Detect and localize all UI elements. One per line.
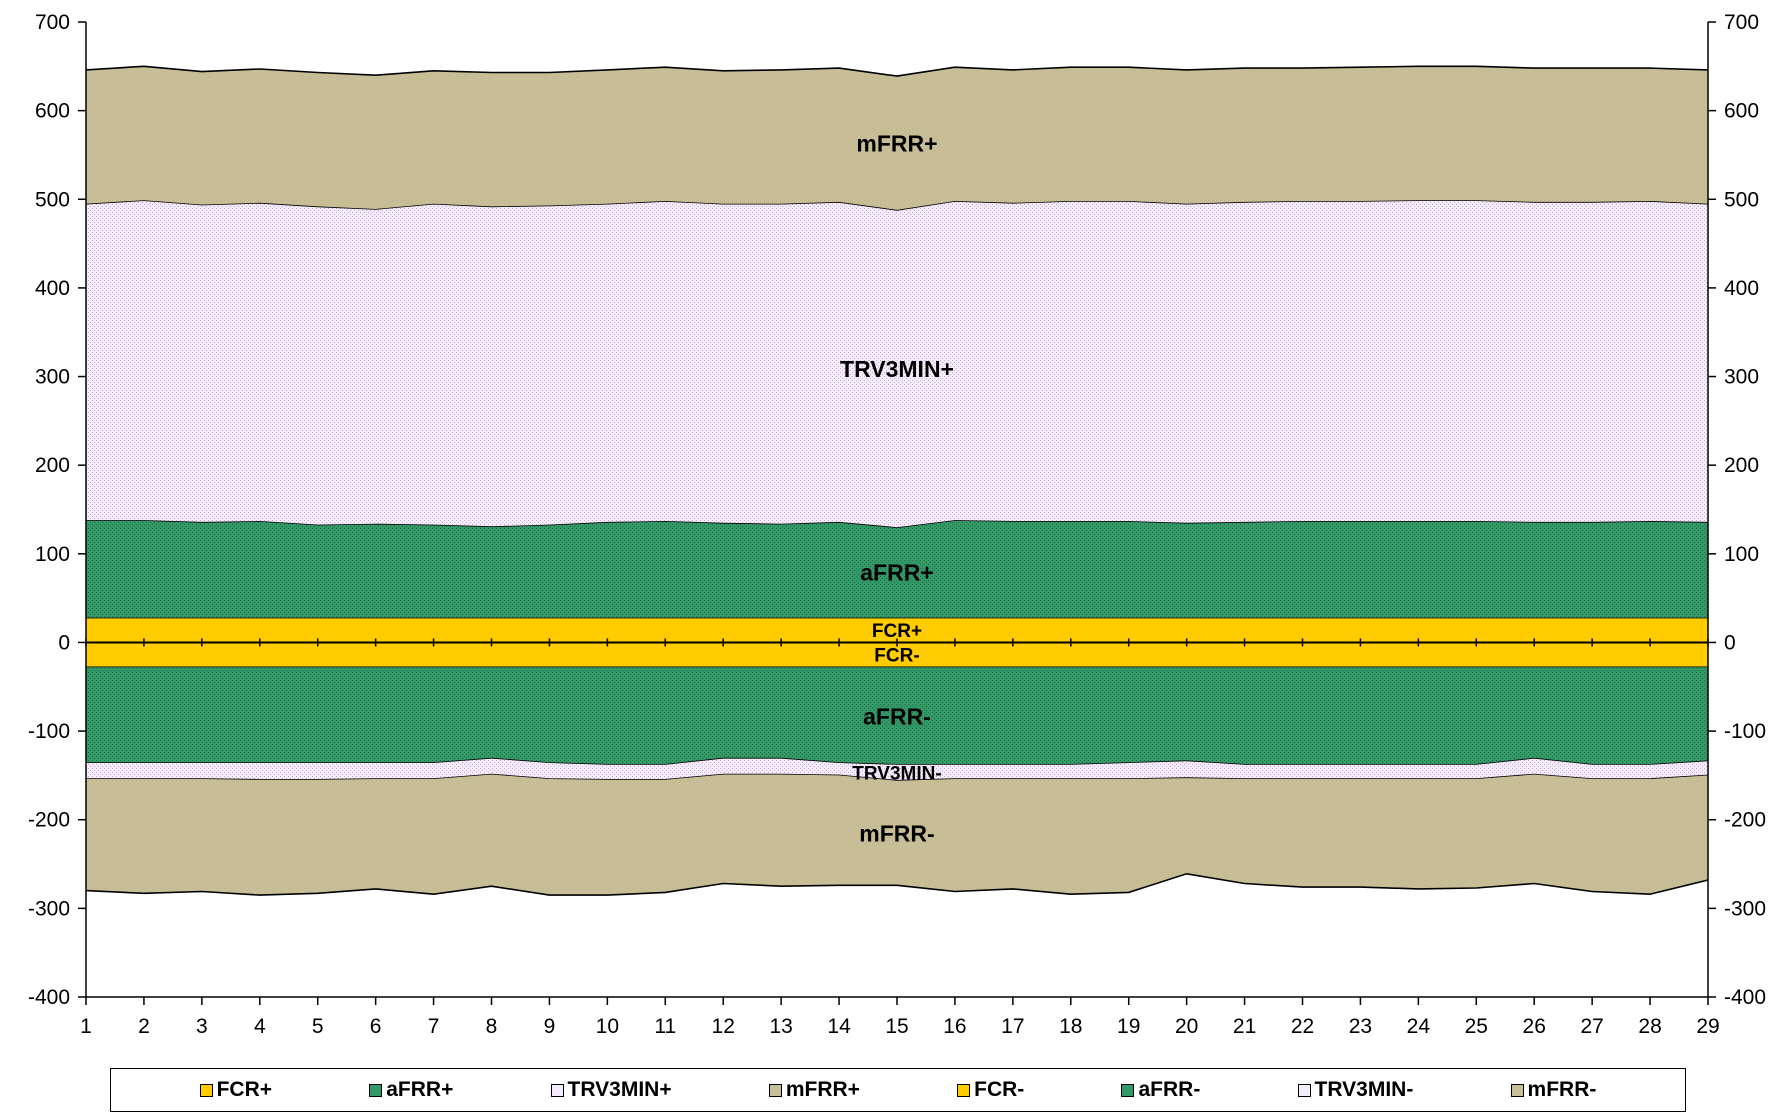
- legend: FCR+ aFRR+ TRV3MIN+ mFRR+ FCR-aFRR- TRV3MIN-m…: [110, 1068, 1686, 1112]
- legend-item: FCR+: [199, 1078, 273, 1102]
- y-tick-label-left: -400: [28, 986, 70, 1009]
- y-tick-label-left: 600: [35, 100, 70, 123]
- legend-swatch: [1121, 1083, 1135, 1097]
- y-tick-label-right: 100: [1724, 543, 1759, 566]
- x-tick-label: 19: [1117, 1015, 1140, 1038]
- area-trv3min-plus: [86, 200, 1708, 528]
- y-tick-label-right: 0: [1724, 631, 1736, 654]
- x-tick-label: 15: [885, 1015, 908, 1038]
- band-label: FCR-: [874, 646, 919, 667]
- x-tick-label: 25: [1465, 1015, 1488, 1038]
- legend-swatch: [550, 1083, 564, 1097]
- legend-label: aFRR-: [1138, 1078, 1201, 1101]
- y-tick-label-left: 0: [58, 631, 70, 654]
- legend-label: TRV3MIN+: [567, 1078, 672, 1101]
- y-tick-label-left: 300: [35, 366, 70, 389]
- x-tick-label: 8: [486, 1015, 498, 1038]
- area-afrr-minus: [86, 667, 1708, 765]
- boundary-mfrr-plus: [85, 65, 1709, 77]
- legend-swatch: [199, 1083, 213, 1097]
- area-mfrr-plus: [86, 66, 1708, 210]
- legend-swatch: [957, 1083, 971, 1097]
- band-label: mFRR-: [859, 820, 934, 846]
- x-tick-label: 27: [1580, 1015, 1603, 1038]
- x-tick-label: 18: [1059, 1015, 1082, 1038]
- legend-label: mFRR-: [1527, 1078, 1597, 1101]
- band-label: aFRR+: [860, 560, 934, 586]
- band-label: TRV3MIN+: [840, 356, 954, 382]
- x-tick-label: 2: [138, 1015, 150, 1038]
- x-tick-label: 22: [1291, 1015, 1314, 1038]
- y-tick-label-right: 300: [1724, 366, 1759, 389]
- x-tick-label: 28: [1638, 1015, 1661, 1038]
- y-tick-label-right: -200: [1724, 809, 1766, 832]
- y-tick-label-left: -100: [28, 720, 70, 743]
- legend-item: FCR-: [957, 1078, 1024, 1102]
- y-tick-label-right: -300: [1724, 897, 1766, 920]
- areas: [85, 65, 1709, 896]
- x-tick-label: 9: [544, 1015, 556, 1038]
- y-tick-label-right: 700: [1724, 11, 1759, 34]
- band-label: TRV3MIN-: [852, 764, 941, 785]
- area-trv3min-minus: [86, 758, 1708, 781]
- area-mfrr-minus: [86, 774, 1708, 896]
- x-tick-label: 10: [596, 1015, 619, 1038]
- y-tick-label-left: 400: [35, 277, 70, 300]
- legend-item: aFRR+: [369, 1078, 453, 1102]
- legend-item: TRV3MIN+: [550, 1078, 672, 1102]
- x-tick-label: 14: [827, 1015, 851, 1038]
- legend-label: TRV3MIN-: [1314, 1078, 1414, 1101]
- y-tick-label-right: 600: [1724, 100, 1759, 123]
- legend-label: FCR+: [216, 1078, 273, 1101]
- x-tick-label: 20: [1175, 1015, 1198, 1038]
- y-tick-label-right: 400: [1724, 277, 1759, 300]
- band-label: aFRR-: [863, 703, 931, 729]
- y-tick-label-right: -100: [1724, 720, 1766, 743]
- x-tick-label: 4: [254, 1015, 266, 1038]
- y-tick-label-left: 500: [35, 188, 70, 211]
- legend-label: FCR-: [974, 1078, 1025, 1101]
- x-tick-label: 5: [312, 1015, 324, 1038]
- x-tick-label: 23: [1349, 1015, 1372, 1038]
- x-tick-label: 29: [1696, 1015, 1719, 1038]
- x-tick-label: 12: [712, 1015, 735, 1038]
- x-tick-label: 13: [769, 1015, 792, 1038]
- x-tick-label: 7: [428, 1015, 440, 1038]
- x-tick-label: 17: [1001, 1015, 1024, 1038]
- x-tick-label: 26: [1523, 1015, 1546, 1038]
- legend-swatch: [369, 1083, 383, 1097]
- area-afrr-plus: [86, 520, 1708, 618]
- x-tick-label: 3: [196, 1015, 208, 1038]
- legend-label: mFRR+: [785, 1078, 860, 1101]
- y-tick-label-left: 700: [35, 11, 70, 34]
- boundary-mfrr-minus: [85, 872, 1709, 896]
- legend-item: aFRR-: [1121, 1078, 1200, 1102]
- legend-label: aFRR+: [386, 1078, 454, 1101]
- legend-item: TRV3MIN-: [1297, 1078, 1414, 1102]
- band-label: FCR+: [872, 621, 922, 642]
- y-tick-label-left: -300: [28, 897, 70, 920]
- y-tick-label-left: 100: [35, 543, 70, 566]
- band-label: mFRR+: [856, 130, 937, 156]
- legend-item: mFRR+: [768, 1078, 860, 1102]
- area-fcr-plus: [86, 617, 1708, 643]
- legend-swatch: [1510, 1083, 1524, 1097]
- x-tick-label: 24: [1407, 1015, 1431, 1038]
- x-tick-label: 21: [1233, 1015, 1256, 1038]
- x-tick-label: 11: [654, 1015, 676, 1038]
- area-fcr-minus: [86, 642, 1708, 668]
- y-tick-label-right: -400: [1724, 986, 1766, 1009]
- y-tick-label-left: 200: [35, 454, 70, 477]
- x-tick-label: 16: [943, 1015, 966, 1038]
- y-tick-label-right: 200: [1724, 454, 1759, 477]
- x-tick-label: 6: [370, 1015, 382, 1038]
- y-tick-label-left: -200: [28, 809, 70, 832]
- legend-item: mFRR-: [1510, 1078, 1597, 1102]
- legend-swatch: [768, 1083, 782, 1097]
- y-tick-label-right: 500: [1724, 188, 1759, 211]
- legend-swatch: [1297, 1083, 1311, 1097]
- x-tick-label: 1: [80, 1015, 92, 1038]
